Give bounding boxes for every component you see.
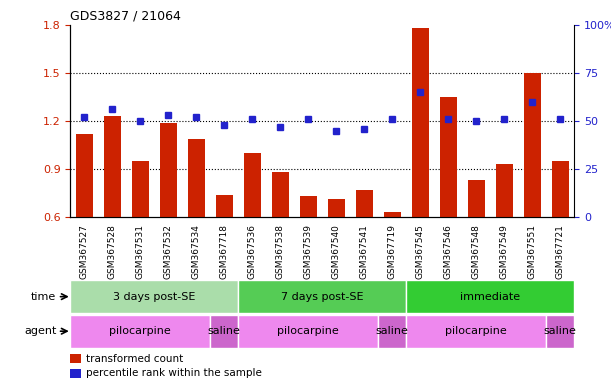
Text: GSM367718: GSM367718 [220,223,229,279]
Bar [210,315,238,348]
Text: GSM367540: GSM367540 [332,223,341,278]
Bar [104,116,120,217]
Bar [496,164,513,217]
Text: percentile rank within the sample: percentile rank within the sample [86,368,262,378]
Bar [468,180,485,217]
Text: 7 days post-SE: 7 days post-SE [281,291,364,302]
Bar [378,315,406,348]
Bar [76,134,93,217]
Bar [524,73,541,217]
Text: time: time [31,291,56,302]
Bar [70,369,81,378]
Bar [440,97,456,217]
Bar [70,280,238,313]
Bar [300,196,316,217]
Text: GSM367539: GSM367539 [304,223,313,279]
Text: GDS3827 / 21064: GDS3827 / 21064 [70,9,181,22]
Text: GSM367541: GSM367541 [360,223,369,278]
Bar [406,315,546,348]
Bar [70,354,81,363]
Bar [384,212,401,217]
Bar [272,172,289,217]
Text: GSM367532: GSM367532 [164,223,173,278]
Text: GSM367536: GSM367536 [248,223,257,279]
Bar [552,161,569,217]
Text: GSM367719: GSM367719 [388,223,397,279]
Text: transformed count: transformed count [86,354,184,364]
Text: GSM367531: GSM367531 [136,223,145,279]
Bar [188,139,205,217]
Text: GSM367548: GSM367548 [472,223,481,278]
Bar [546,315,574,348]
Bar [160,122,177,217]
Text: pilocarpine: pilocarpine [445,326,507,336]
Text: GSM367721: GSM367721 [556,223,565,278]
Bar [356,190,373,217]
Text: GSM367551: GSM367551 [528,223,537,279]
Bar [70,315,210,348]
Text: pilocarpine: pilocarpine [277,326,339,336]
Text: pilocarpine: pilocarpine [109,326,171,336]
Text: GSM367546: GSM367546 [444,223,453,278]
Text: GSM367549: GSM367549 [500,223,509,278]
Text: saline: saline [208,326,241,336]
Text: GSM367538: GSM367538 [276,223,285,279]
Bar [244,153,261,217]
Text: agent: agent [24,326,56,336]
Bar [238,280,406,313]
Text: saline: saline [376,326,409,336]
Bar [132,161,148,217]
Bar [406,280,574,313]
Text: GSM367534: GSM367534 [192,223,201,278]
Text: immediate: immediate [460,291,521,302]
Text: saline: saline [544,326,577,336]
Text: GSM367528: GSM367528 [108,223,117,278]
Text: GSM367545: GSM367545 [416,223,425,278]
Bar [216,195,233,217]
Bar [412,28,429,217]
Bar [328,199,345,217]
Text: GSM367527: GSM367527 [80,223,89,278]
Text: 3 days post-SE: 3 days post-SE [113,291,196,302]
Bar [238,315,378,348]
